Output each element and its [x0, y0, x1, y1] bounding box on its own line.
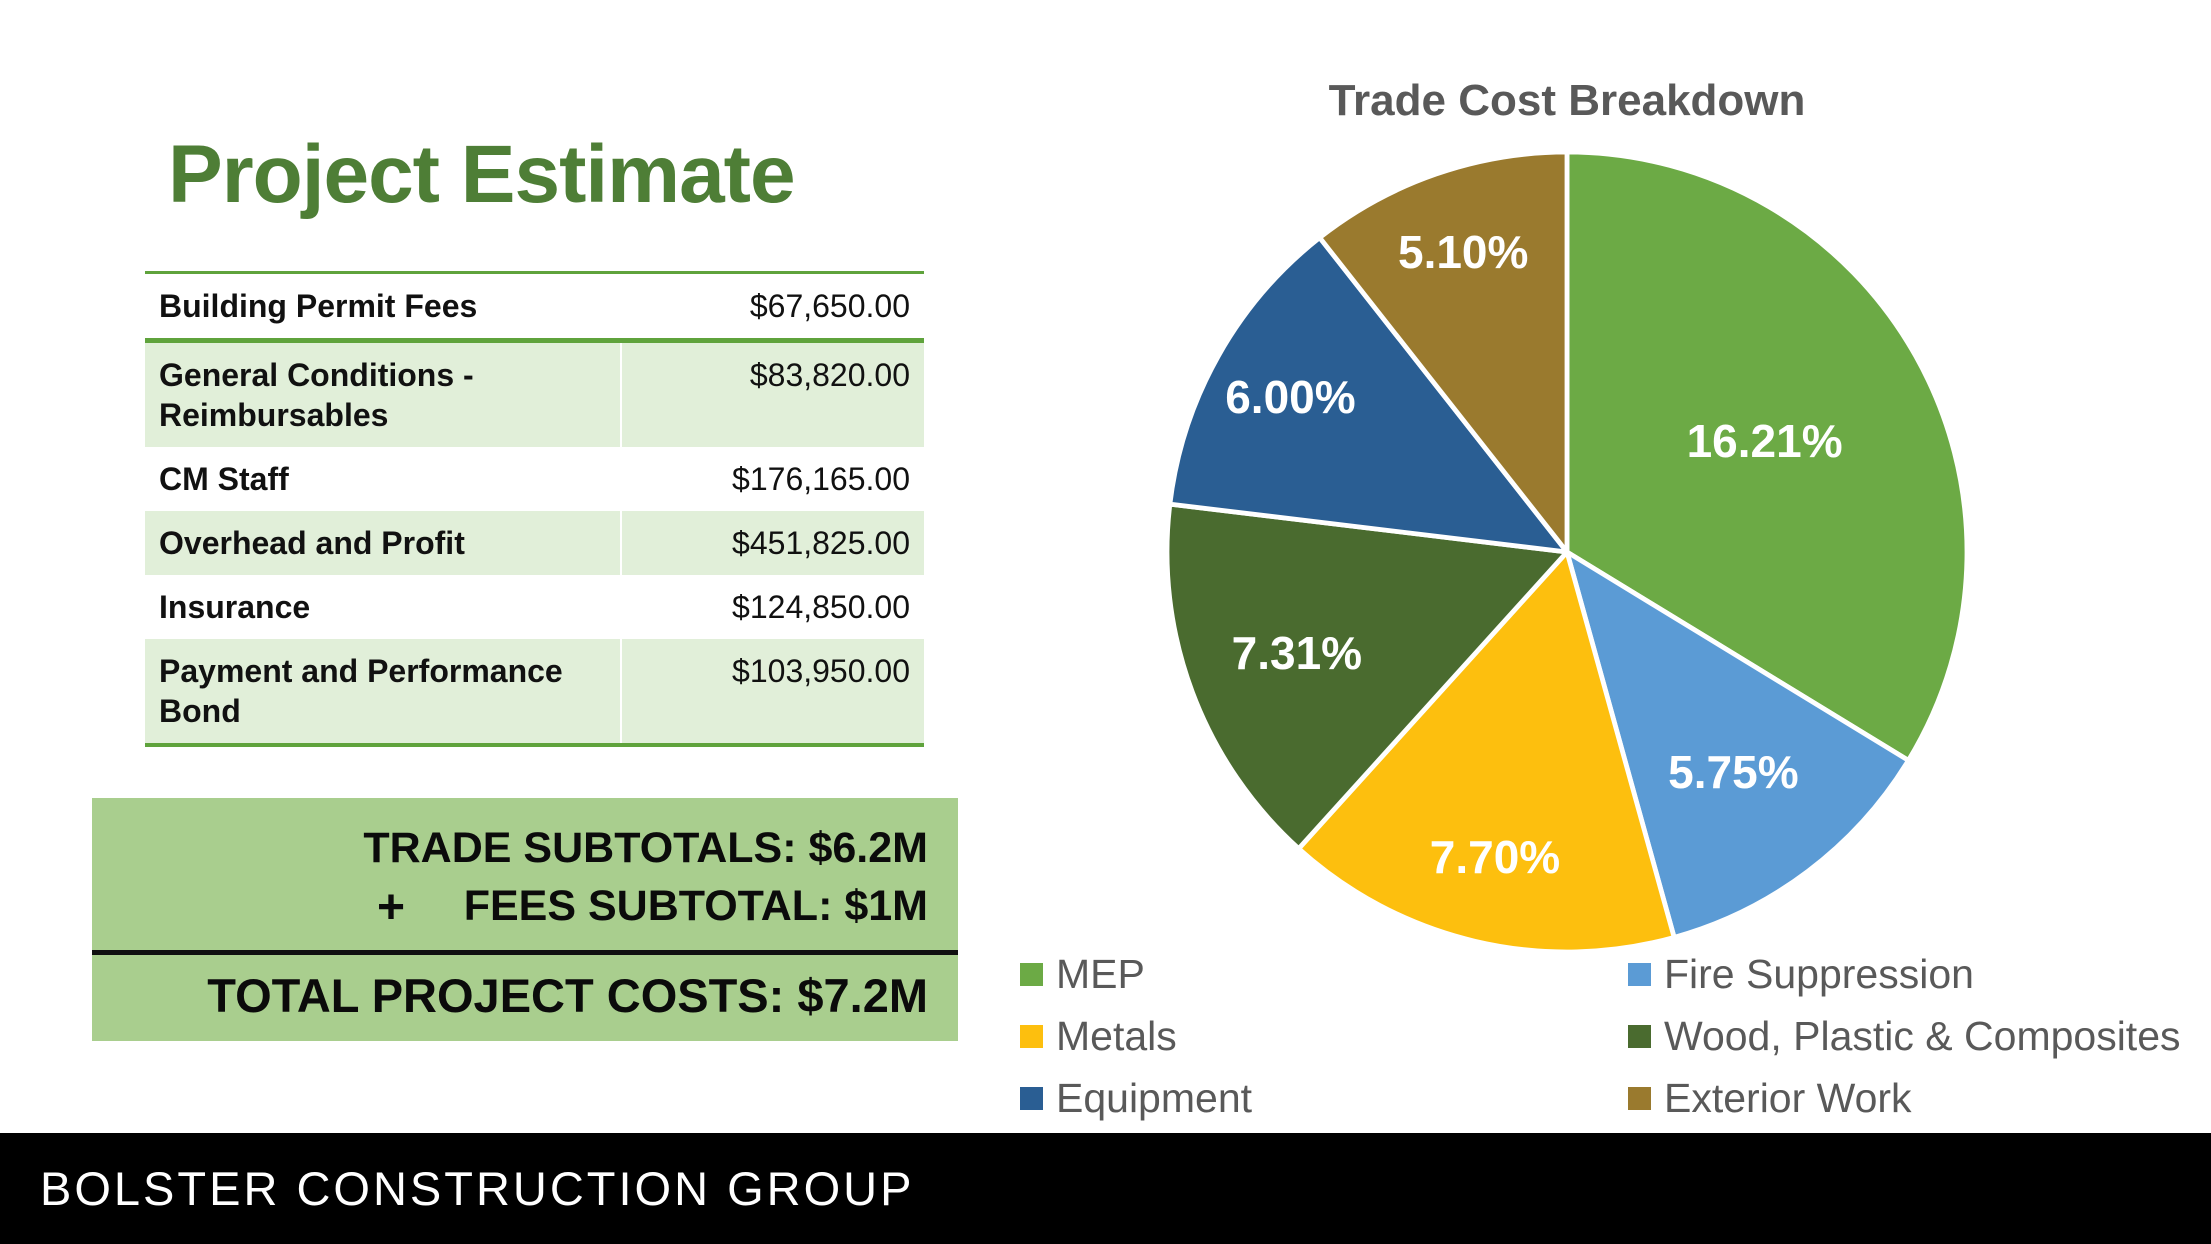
- legend-item-mep: MEP: [1020, 952, 1628, 996]
- legend-item-fire-suppression: Fire Suppression: [1628, 952, 2210, 996]
- table-row-building-permit-fees: Building Permit Fees $67,650.00: [145, 274, 924, 343]
- row-label: General Conditions - Reimbursables: [159, 357, 474, 433]
- legend-label: Fire Suppression: [1664, 950, 1974, 997]
- row-label: Payment and Performance Bond: [159, 653, 563, 729]
- pie-slice-metals: [1296, 549, 1677, 955]
- pie-slice-mep: [1564, 149, 1970, 763]
- legend-swatch-icon: [1628, 962, 1651, 986]
- legend-item-exterior-work: Exterior Work: [1628, 1076, 2210, 1120]
- pie-slice-wood-plastic-composites: [1164, 501, 1570, 852]
- pie-label-exterior-work: 5.10%: [1397, 226, 1529, 279]
- row-label: CM Staff: [159, 461, 289, 497]
- pie-label-mep: 16.21%: [1686, 415, 1843, 468]
- legend-swatch-icon: [1020, 962, 1043, 986]
- pie-label-fire-suppression: 5.75%: [1668, 746, 1799, 799]
- legend-swatch-icon: [1020, 1024, 1043, 1048]
- fees-subtotal-line: FEES SUBTOTAL: $1M: [463, 882, 928, 930]
- pie-slice-fire-suppression: [1564, 549, 1911, 940]
- table-row-payment-and-performance-bond: Payment and Performance Bond $103,950.00: [145, 639, 924, 743]
- legend-swatch-icon: [1628, 1086, 1651, 1110]
- pie-chart-svg: [1164, 149, 1970, 955]
- legend-item-wood-plastic-composites: Wood, Plastic & Composites: [1628, 1014, 2210, 1058]
- legend-label: MEP: [1056, 950, 1145, 997]
- row-amount: $176,165.00: [732, 461, 910, 497]
- plus-sign: +: [377, 881, 406, 934]
- legend-label: Metals: [1056, 1012, 1177, 1059]
- row-amount: $67,650.00: [749, 288, 910, 324]
- footer-bar: BOLSTER CONSTRUCTION GROUP: [0, 1133, 2211, 1244]
- total-project-costs-line: TOTAL PROJECT COSTS: $7.2M: [207, 969, 928, 1022]
- pie-label-equipment: 6.00%: [1225, 370, 1356, 423]
- legend-label: Wood, Plastic & Composites: [1664, 1012, 2181, 1059]
- legend-label: Equipment: [1056, 1074, 1253, 1121]
- chart-legend: MEP Fire Suppression Metals Wood, Plastic &…: [1020, 952, 2210, 1120]
- table-row-insurance: Insurance $124,850.00: [145, 575, 924, 639]
- trade-subtotals-line: TRADE SUBTOTALS: $6.2M: [363, 824, 928, 872]
- legend-item-equipment: Equipment: [1020, 1076, 1628, 1120]
- legend-item-metals: Metals: [1020, 1014, 1628, 1058]
- chart-title: Trade Cost Breakdown: [1328, 76, 1806, 125]
- row-label: Building Permit Fees: [159, 288, 478, 324]
- table-row-overhead-and-profit: Overhead and Profit $451,825.00: [145, 511, 924, 575]
- row-amount: $451,825.00: [620, 511, 924, 575]
- legend-label: Exterior Work: [1664, 1074, 1912, 1121]
- legend-swatch-icon: [1628, 1024, 1651, 1048]
- page-title: Project Estimate: [168, 129, 796, 220]
- summary-divider-line: [92, 950, 958, 955]
- pie-slice-equipment: [1167, 235, 1570, 555]
- pie-label-wood-plastic-composites: 7.31%: [1231, 627, 1363, 679]
- pie-slice-exterior-work: [1317, 149, 1570, 555]
- company-name: BOLSTER CONSTRUCTION GROUP: [40, 1162, 915, 1215]
- row-amount: $103,950.00: [620, 639, 924, 743]
- estimate-table: Building Permit Fees $67,650.00 General Co…: [145, 271, 924, 747]
- pie-chart: 16.21% 5.75% 7.70% 7.31% 6.00% 5.10%: [1155, 140, 1979, 964]
- row-label: Overhead and Profit: [159, 525, 465, 561]
- row-amount: $83,820.00: [620, 343, 924, 447]
- row-amount: $124,850.00: [732, 589, 910, 625]
- summary-box: TRADE SUBTOTALS: $6.2M + FEES SUBTOTAL: …: [92, 798, 958, 1041]
- pie-label-metals: 7.70%: [1429, 830, 1561, 883]
- legend-swatch-icon: [1020, 1086, 1043, 1110]
- table-row-cm-staff: CM Staff $176,165.00: [145, 447, 924, 511]
- row-label: Insurance: [159, 589, 311, 625]
- table-row-general-conditions-reimbursables: General Conditions - Reimbursables $83,82…: [145, 343, 924, 447]
